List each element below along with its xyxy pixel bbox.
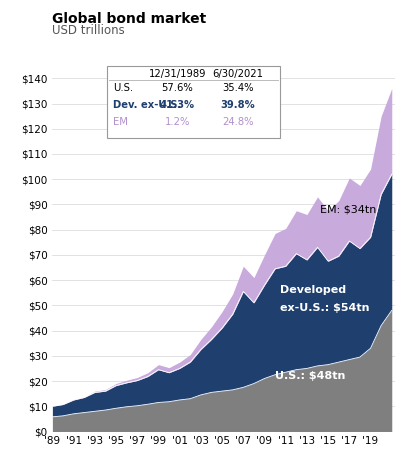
Text: Dev. ex-U.S.: Dev. ex-U.S.: [113, 100, 181, 110]
Text: 12/31/1989: 12/31/1989: [149, 69, 206, 79]
Text: U.S.: U.S.: [113, 83, 133, 93]
Text: 41.3%: 41.3%: [160, 100, 195, 110]
Text: EM: EM: [113, 117, 128, 127]
Text: USD trillions: USD trillions: [52, 24, 125, 38]
Text: Global bond market: Global bond market: [52, 12, 207, 26]
Text: 35.4%: 35.4%: [222, 83, 253, 93]
Text: 24.8%: 24.8%: [222, 117, 253, 127]
Text: 39.8%: 39.8%: [220, 100, 255, 110]
Text: 57.6%: 57.6%: [162, 83, 193, 93]
Text: U.S.: $48tn: U.S.: $48tn: [275, 371, 345, 381]
Text: EM: $34tn: EM: $34tn: [320, 204, 376, 214]
Text: Developed: Developed: [280, 285, 347, 295]
Text: ex-U.S.: $54tn: ex-U.S.: $54tn: [280, 303, 370, 313]
Text: 1.2%: 1.2%: [165, 117, 190, 127]
Text: 6/30/2021: 6/30/2021: [212, 69, 263, 79]
